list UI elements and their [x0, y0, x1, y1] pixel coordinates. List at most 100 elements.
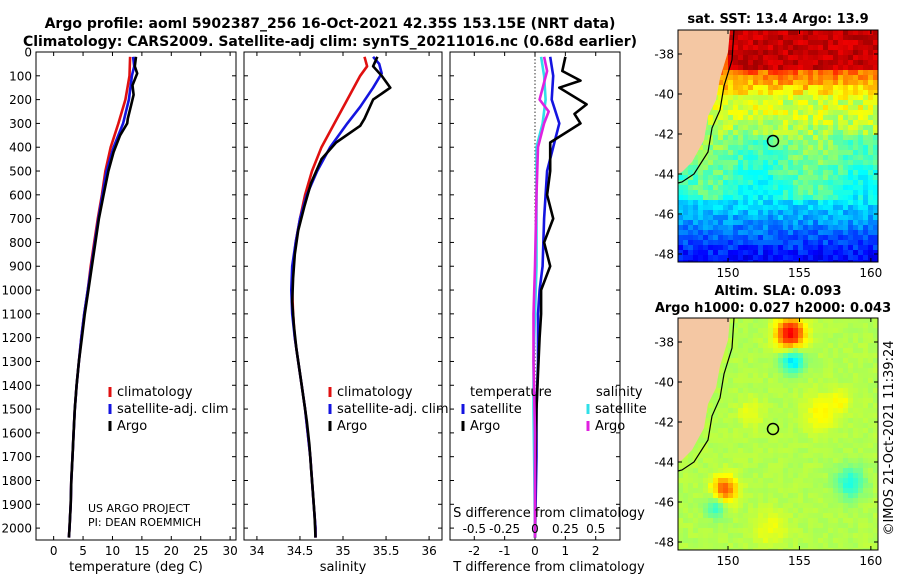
map-cell [803, 458, 809, 464]
map-cell [793, 488, 799, 494]
map-cell [793, 50, 799, 56]
map-cell [753, 488, 759, 494]
y-tick-label: 1100 [1, 307, 32, 321]
map-cell [853, 90, 859, 96]
map-cell [768, 373, 774, 379]
map-cell [713, 513, 719, 519]
map-cell [798, 110, 804, 116]
map-cell [793, 493, 799, 499]
map-cell [793, 145, 799, 151]
map-cell [753, 398, 759, 404]
map-cell [758, 358, 764, 364]
map-cell [838, 195, 844, 201]
map-cell [733, 348, 739, 354]
map-cell [728, 135, 734, 141]
map-cell [788, 458, 794, 464]
map-cell [788, 493, 794, 499]
map-cell [743, 240, 749, 246]
map-cell [753, 180, 759, 186]
map-cell [758, 135, 764, 141]
map-cell [868, 135, 874, 141]
map-cell [728, 518, 734, 524]
map-cell [683, 180, 689, 186]
map-cell [803, 378, 809, 384]
map-cell [853, 473, 859, 479]
map-cell [708, 543, 714, 549]
map-cell [858, 323, 864, 329]
map-cell [713, 130, 719, 136]
map-cell [868, 368, 874, 374]
map-cell [733, 200, 739, 206]
map-cell [808, 180, 814, 186]
map-cell [703, 145, 709, 151]
map-cell [848, 448, 854, 454]
map-cell [698, 498, 704, 504]
legend-label: satellite-adj. clim [337, 402, 449, 417]
map-cell [778, 428, 784, 434]
map-cell [868, 220, 874, 226]
map-cell [783, 493, 789, 499]
map-cell [773, 95, 779, 101]
map-cell [773, 518, 779, 524]
map-cell [868, 140, 874, 146]
map-cell [823, 388, 829, 394]
map-cell [828, 145, 834, 151]
map-cell [863, 45, 869, 51]
map-cell [713, 473, 719, 479]
map-cell [693, 155, 699, 161]
map-cell [803, 175, 809, 181]
map-cell [758, 180, 764, 186]
map-cell [743, 175, 749, 181]
map-cell [758, 60, 764, 66]
map-cell [843, 160, 849, 166]
map-cell [773, 215, 779, 221]
map-cell [858, 65, 864, 71]
map-cell [768, 180, 774, 186]
map-cell [853, 338, 859, 344]
map-cell [768, 398, 774, 404]
map-cell [678, 245, 684, 251]
map-cell [868, 513, 874, 519]
map-cell [768, 245, 774, 251]
map-cell [863, 463, 869, 469]
map-cell [848, 478, 854, 484]
map-cell [853, 458, 859, 464]
map-cell [818, 473, 824, 479]
map-cell [793, 378, 799, 384]
temperature-panel: 0100200300400500600700800900100011001200… [1, 46, 237, 576]
map-cell [703, 493, 709, 499]
map-cell [723, 398, 729, 404]
map-cell [843, 493, 849, 499]
map-cell [713, 483, 719, 489]
salinity-diff-tick-label: 0.5 [586, 522, 605, 536]
map-cell [688, 210, 694, 216]
map-cell [773, 175, 779, 181]
map-cell [848, 533, 854, 539]
map-cell [793, 45, 799, 51]
map-cell [818, 85, 824, 91]
map-cell [853, 488, 859, 494]
map-cell [698, 488, 704, 494]
map-cell [818, 398, 824, 404]
bathymetry-contour [678, 318, 735, 472]
map-cell [843, 508, 849, 514]
map-cell [718, 423, 724, 429]
map-cell [733, 70, 739, 76]
map-cell [698, 255, 704, 261]
map-cell [763, 165, 769, 171]
map-cell [788, 328, 794, 334]
map-cell [783, 255, 789, 261]
map-cell [868, 428, 874, 434]
map-cell [793, 428, 799, 434]
map-cell [813, 478, 819, 484]
map-cell [778, 125, 784, 131]
map-cell [813, 378, 819, 384]
map-cell [793, 170, 799, 176]
map-cell [788, 403, 794, 409]
map-cell [853, 165, 859, 171]
map-cell [763, 358, 769, 364]
map-cell [738, 538, 744, 544]
map-cell [713, 493, 719, 499]
map-cell [723, 260, 729, 262]
map-cell [833, 548, 839, 550]
